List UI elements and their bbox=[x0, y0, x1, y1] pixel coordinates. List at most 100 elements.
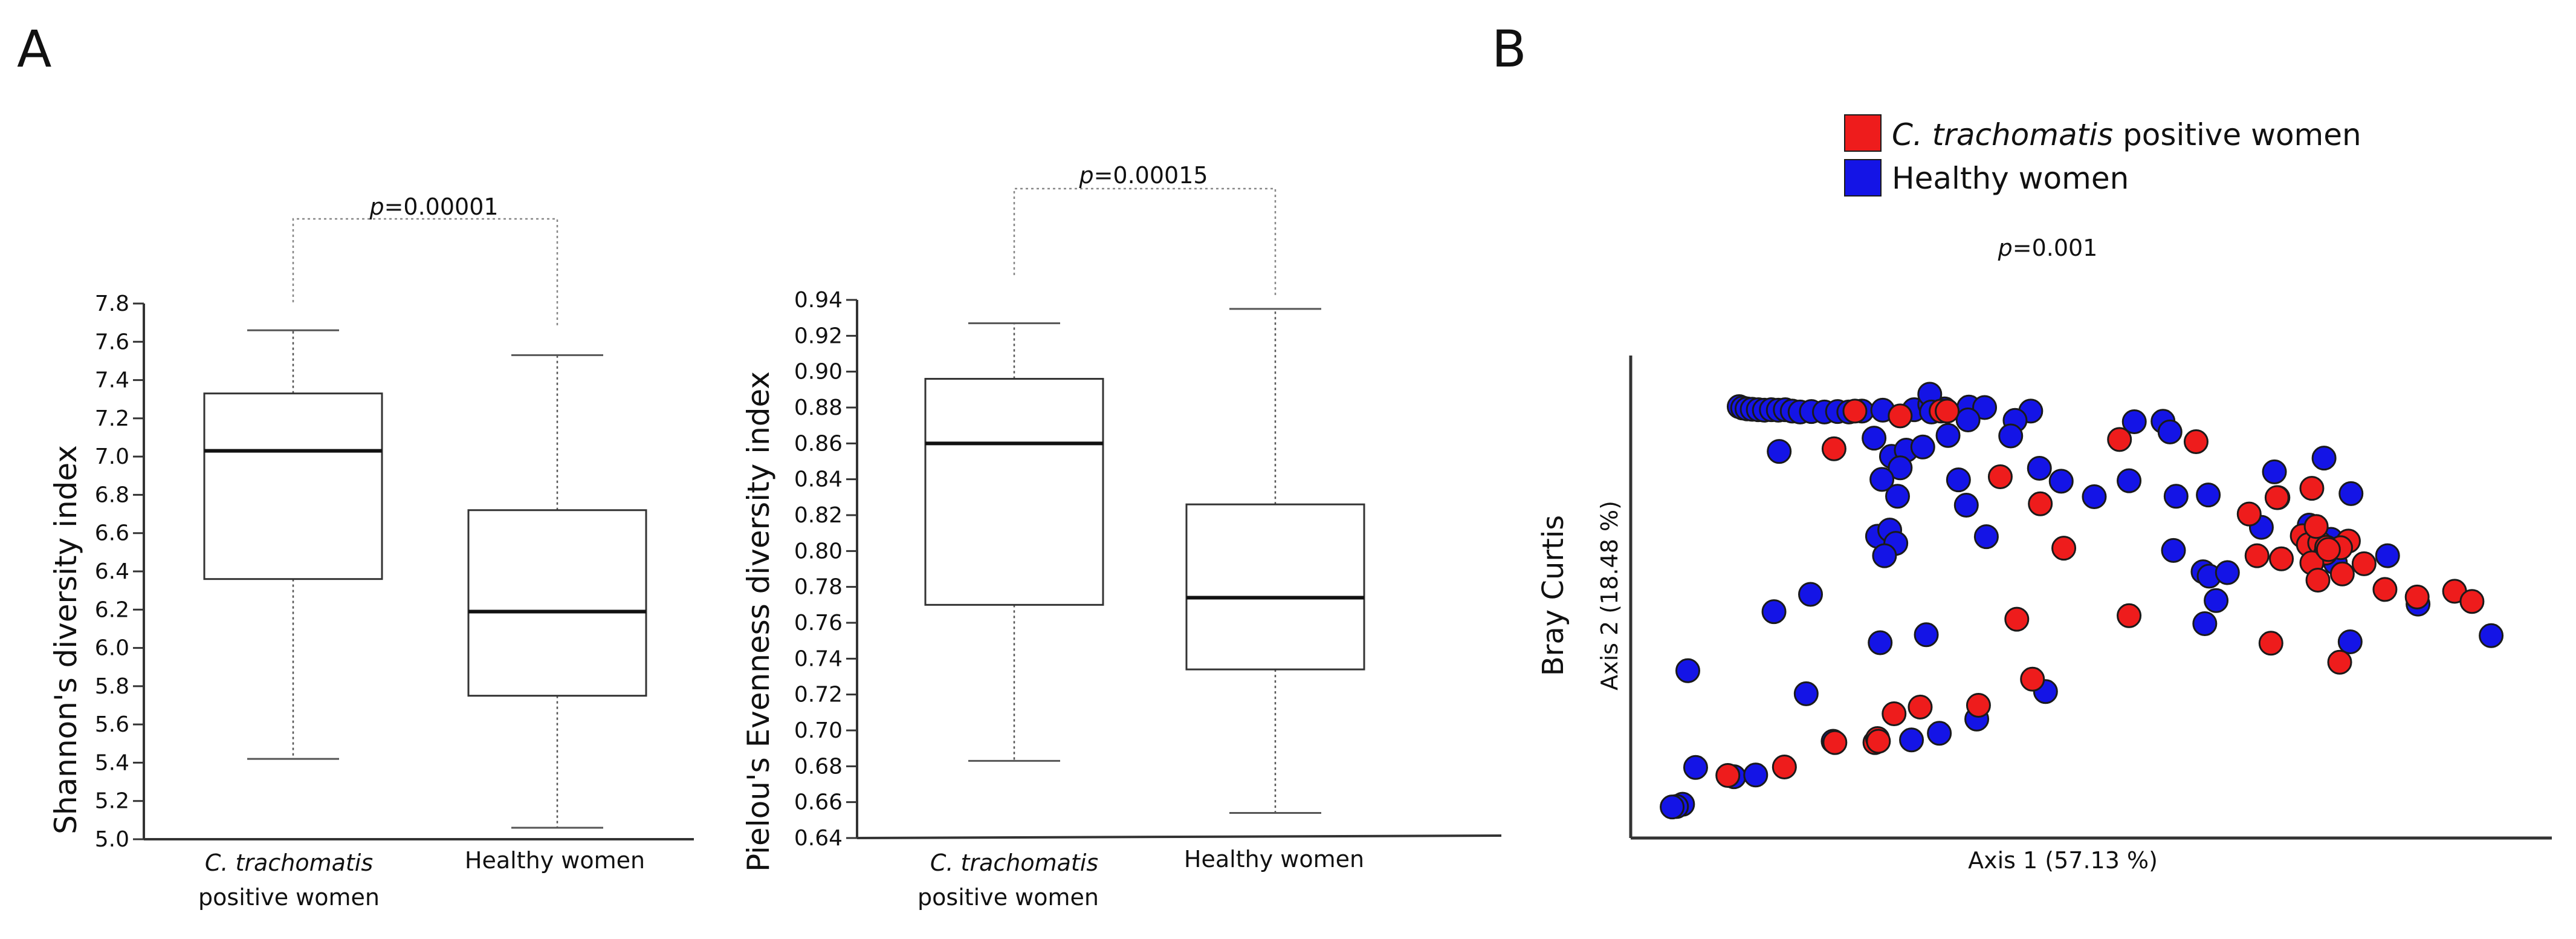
point-healthy-34 bbox=[1910, 434, 1935, 460]
y-tick-label-5: 6.0 bbox=[95, 636, 129, 661]
point-healthy-28 bbox=[1935, 423, 1961, 448]
y-axis-label: Pielou's Evenness diversity index bbox=[741, 371, 776, 872]
x-axis-label: Axis 1 (57.13 %) bbox=[1968, 847, 2158, 874]
point-healthy-84 bbox=[2375, 543, 2400, 568]
y-tick-label-0: 0.64 bbox=[794, 826, 843, 851]
y-tick-label-13: 7.6 bbox=[95, 330, 129, 354]
y-tick-label-15: 0.94 bbox=[794, 288, 843, 313]
point-healthy-35 bbox=[1888, 455, 1913, 481]
point-healthy-63 bbox=[1683, 755, 1708, 780]
p-value-prefix: p bbox=[1998, 235, 2013, 261]
point-healthy-39 bbox=[1953, 492, 1979, 518]
point-healthy-41 bbox=[2048, 469, 2074, 494]
legend-label-positive-rest: positive women bbox=[2113, 117, 2361, 152]
bray-curtis-pcoa-plot: C. trachomatis positive women Healthy wo… bbox=[1536, 114, 2552, 874]
y-tick-label-0: 5.0 bbox=[95, 827, 129, 852]
point-positive-35 bbox=[2299, 476, 2325, 501]
y-tick-label-8: 0.80 bbox=[794, 539, 843, 564]
interquartile-box bbox=[1185, 503, 1365, 671]
point-positive-18 bbox=[1772, 755, 1797, 780]
point-positive-44 bbox=[2315, 537, 2341, 562]
p-value-prefix: p bbox=[369, 193, 384, 220]
y-tick-label-6: 6.2 bbox=[95, 597, 129, 622]
legend-swatch-healthy bbox=[1844, 159, 1882, 197]
legend: C. trachomatis positive women Healthy wo… bbox=[1844, 114, 2361, 197]
category-label-1: Healthy women bbox=[465, 847, 645, 874]
y-tick-label-11: 7.2 bbox=[95, 406, 129, 431]
series-positive bbox=[1715, 398, 2485, 788]
interquartile-box bbox=[203, 392, 383, 580]
point-healthy-51 bbox=[1973, 524, 1999, 550]
y-tick-label-4: 5.8 bbox=[95, 674, 129, 699]
point-healthy-56 bbox=[1675, 658, 1700, 683]
y-tick-label-6: 0.76 bbox=[794, 611, 843, 635]
point-healthy-31 bbox=[1767, 439, 1792, 464]
y-tick-label-12: 0.88 bbox=[794, 395, 843, 420]
point-positive-15 bbox=[1822, 730, 1848, 755]
y-tick-label-14: 7.8 bbox=[95, 291, 129, 316]
point-healthy-30 bbox=[1998, 423, 2024, 449]
y-tick-label-4: 0.72 bbox=[794, 683, 843, 707]
point-healthy-57 bbox=[1793, 681, 1819, 706]
point-positive-7 bbox=[2028, 491, 2053, 516]
point-positive-43 bbox=[2327, 649, 2352, 675]
panel-label-b: B bbox=[1492, 19, 1527, 79]
point-healthy-54 bbox=[1868, 630, 1893, 655]
category-label-0-line2: positive women bbox=[198, 884, 380, 911]
point-positive-42 bbox=[2258, 631, 2283, 656]
point-healthy-52 bbox=[1798, 582, 1824, 607]
interquartile-box bbox=[924, 378, 1104, 606]
bracket-line bbox=[292, 218, 558, 327]
legend-swatch-positive bbox=[1844, 114, 1882, 152]
y-tick-label-8: 6.6 bbox=[95, 521, 129, 546]
point-healthy-22 bbox=[1972, 395, 1998, 420]
category-label-0-line2: positive women bbox=[917, 884, 1099, 911]
legend-label-positive: C. trachomatis positive women bbox=[1892, 117, 2361, 152]
point-healthy-88 bbox=[2479, 623, 2504, 648]
point-positive-10 bbox=[1966, 693, 1991, 718]
point-healthy-36 bbox=[1869, 467, 1895, 492]
y-tick-label-5: 0.74 bbox=[794, 646, 843, 671]
point-positive-31 bbox=[2329, 561, 2355, 586]
point-positive-17 bbox=[1908, 694, 1933, 720]
point-positive-21 bbox=[2183, 429, 2209, 455]
point-positive-19 bbox=[1715, 762, 1741, 788]
point-positive-4 bbox=[1935, 398, 1960, 424]
y-tick-label-3: 0.70 bbox=[794, 718, 843, 743]
y-tick-label-2: 0.68 bbox=[794, 754, 843, 779]
points bbox=[1660, 382, 2504, 820]
p-value-label: p=0.00001 bbox=[369, 193, 498, 220]
significance-bracket bbox=[292, 218, 558, 327]
y-ticks: 0.64 0.66 0.68 0.70 0.72 0.74 0.76 0.78 0.80 0.82… bbox=[794, 288, 857, 851]
p-value-prefix: p bbox=[1078, 162, 1093, 189]
point-positive-23 bbox=[2244, 543, 2270, 568]
boxes bbox=[924, 308, 1365, 814]
category-label-1: Healthy women bbox=[1184, 846, 1364, 872]
y-tick-label-10: 0.84 bbox=[794, 467, 843, 492]
p-value-number: =0.00001 bbox=[384, 193, 499, 220]
point-healthy-53 bbox=[1761, 599, 1787, 625]
point-positive-0 bbox=[1842, 398, 1868, 424]
category-label-0-line1: C. trachomatis bbox=[205, 850, 373, 876]
point-positive-24 bbox=[2269, 546, 2294, 571]
point-positive-30 bbox=[2305, 568, 2331, 593]
point-healthy-79 bbox=[2311, 446, 2337, 471]
point-positive-39 bbox=[2404, 584, 2430, 609]
point-healthy-86 bbox=[2337, 629, 2363, 655]
point-positive-13 bbox=[1882, 701, 1907, 726]
point-positive-37 bbox=[2351, 551, 2377, 576]
point-healthy-60 bbox=[1927, 721, 1952, 746]
y-axis-label: Shannon's diversity index bbox=[48, 445, 83, 834]
point-healthy-75 bbox=[2204, 588, 2229, 613]
p-value-number: =0.00015 bbox=[1094, 162, 1208, 189]
point-positive-20 bbox=[1866, 729, 1891, 754]
panel-label-a: A bbox=[17, 19, 51, 79]
interquartile-box bbox=[467, 509, 647, 697]
series-healthy bbox=[1660, 382, 2504, 820]
point-healthy-42 bbox=[2082, 484, 2107, 510]
point-positive-41 bbox=[2459, 589, 2485, 614]
point-healthy-65 bbox=[1743, 762, 1769, 788]
point-positive-22 bbox=[2236, 501, 2262, 527]
y-tick-label-7: 6.4 bbox=[95, 559, 129, 584]
